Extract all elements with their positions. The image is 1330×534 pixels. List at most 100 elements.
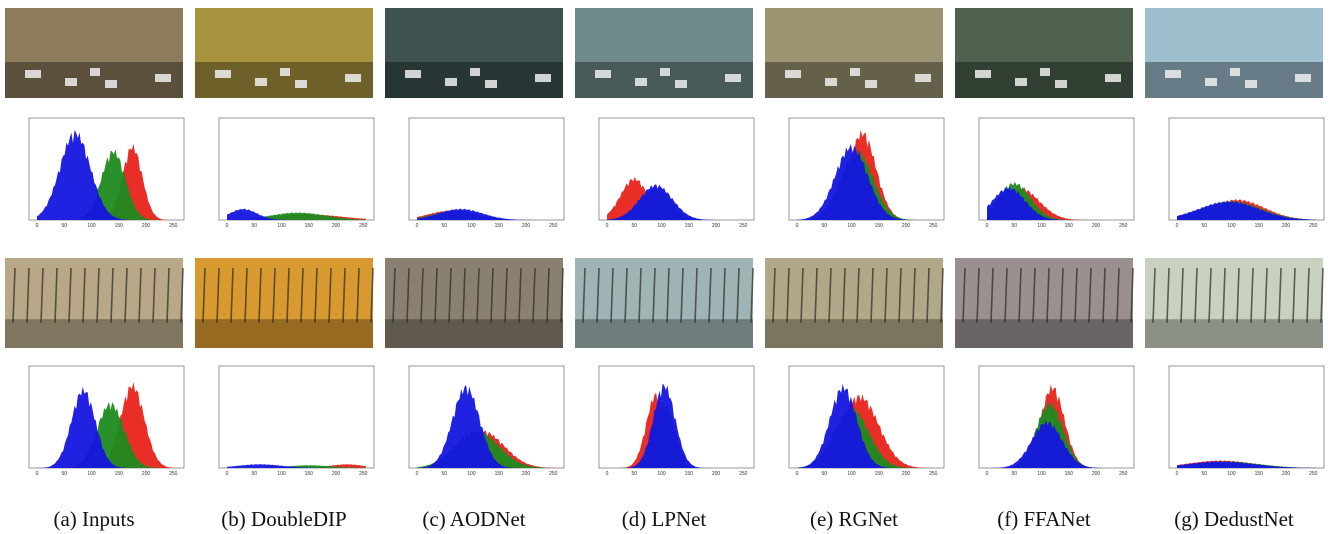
tree [976,267,980,323]
tree [518,267,522,323]
image [575,8,753,98]
x-tick-label: 250 [549,223,558,229]
car [865,80,877,88]
tree [26,267,30,323]
car [1055,80,1067,88]
x-tick-label: 50 [61,471,67,477]
tree [1264,267,1268,323]
x-tick-label: 50 [1201,471,1207,477]
tree [652,267,656,323]
ground [5,319,183,348]
histogram-shape [607,184,746,220]
tree [370,267,374,323]
car [1165,70,1181,78]
caption: (c) AODNet [422,507,525,531]
tree [434,267,438,323]
x-tick-label: 100 [1037,223,1046,229]
car [1015,78,1027,86]
x-tick-label: 0 [1176,471,1179,477]
histogram-shape [797,143,936,220]
x-tick-label: 50 [631,223,637,229]
histogram-shape [37,149,176,220]
histogram-shape [417,208,556,220]
histogram-shape [37,401,176,468]
car [635,78,647,86]
tree [1166,267,1170,323]
x-tick-label: 200 [332,223,341,229]
x-tick-label: 100 [277,471,286,477]
panel: 0 50 100 150 200 250 0 50 100 150 200 250 (f) FFANet [955,8,1135,531]
tree [392,267,396,323]
car [825,78,837,86]
tree [1306,267,1310,323]
x-tick-label: 50 [251,223,257,229]
x-tick-label: 100 [1227,471,1236,477]
tree [490,267,494,323]
x-tick-label: 250 [929,471,938,477]
x-tick-label: 200 [142,223,151,229]
x-tick-label: 250 [1309,223,1318,229]
x-tick-label: 0 [226,471,229,477]
x-tick-label: 0 [416,471,419,477]
caption: (a) Inputs [53,507,134,531]
x-tick-label: 250 [929,223,938,229]
car [725,74,741,82]
tree [1032,267,1036,323]
tree [814,267,818,323]
car [405,70,421,78]
x-tick-label: 50 [1201,223,1207,229]
x-tick-label: 50 [631,471,637,477]
tree [708,267,712,323]
x-tick-label: 250 [739,471,748,477]
ground [385,319,563,348]
ground [1145,319,1323,348]
tree [356,267,360,323]
car [255,78,267,86]
x-tick-label: 150 [1065,223,1074,229]
histogram-shape [607,392,746,468]
x-tick-label: 100 [87,223,96,229]
car [1205,78,1217,86]
tree [786,267,790,323]
x-tick-label: 100 [1227,223,1236,229]
panel: 0 50 100 150 200 250 0 50 100 150 200 250 (g) Dedust… [1145,8,1325,531]
car [675,80,687,88]
tree [68,267,72,323]
tree [406,267,410,323]
x-tick-label: 50 [821,471,827,477]
histogram-shape [1177,461,1316,468]
tree [216,267,220,323]
x-tick-label: 150 [1255,223,1264,229]
car [785,70,801,78]
x-tick-label: 0 [796,223,799,229]
histogram-shape [37,381,176,468]
tree [1250,267,1254,323]
x-tick-label: 50 [821,223,827,229]
x-tick-label: 150 [1255,471,1264,477]
image [195,8,373,98]
caption: (e) RGNet [810,507,898,531]
tree [828,267,832,323]
x-tick-label: 250 [739,223,748,229]
x-tick-label: 150 [685,223,694,229]
image [765,8,943,98]
x-tick-label: 250 [359,223,368,229]
histogram-shape [227,464,366,468]
histogram-shape [987,420,1126,468]
tree [940,267,944,323]
histogram-shape [607,383,746,468]
tree [202,267,206,323]
tree [532,267,536,323]
x-tick-label: 150 [115,223,124,229]
tree [638,267,642,323]
x-tick-label: 150 [875,223,884,229]
car [90,68,100,76]
x-tick-label: 200 [902,223,911,229]
x-tick-label: 0 [226,223,229,229]
histogram-frame [408,117,565,221]
x-tick-label: 50 [441,471,447,477]
tree [462,267,466,323]
panel: 0 50 100 150 200 250 0 50 100 150 200 250 (b) Double… [195,8,375,531]
x-tick-label: 150 [495,471,504,477]
